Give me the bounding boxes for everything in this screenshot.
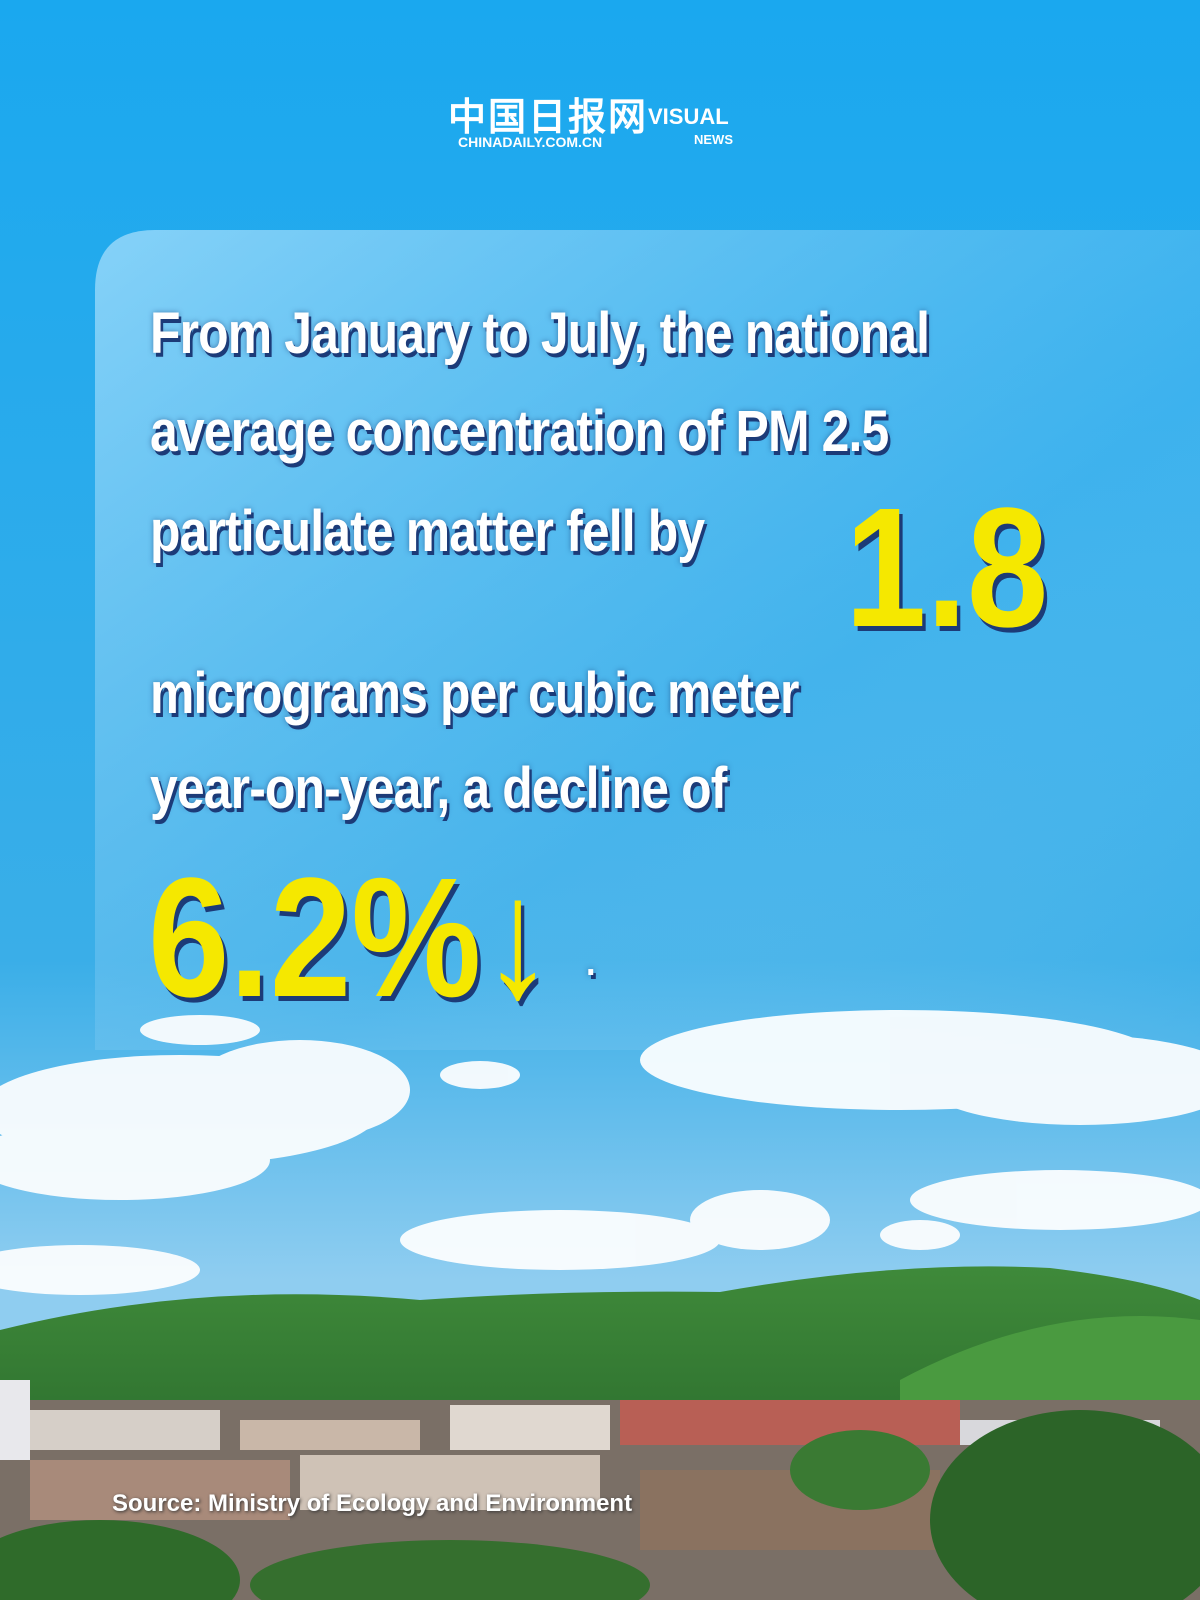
highlight: 6.2%↓ bbox=[148, 843, 555, 1033]
brand: VISUAL bbox=[648, 104, 729, 129]
clouds bbox=[0, 1010, 1200, 1295]
text-line: micrograms per cubic meter bbox=[150, 661, 799, 726]
logo-url: CHINADAILY.COM.CN bbox=[458, 134, 603, 150]
text-end: . bbox=[586, 940, 596, 984]
logo-cn: 中国日报网 bbox=[448, 97, 649, 139]
brand-sub: NEWS bbox=[694, 132, 733, 147]
text-line: year-on-year, a decline of bbox=[150, 756, 727, 821]
text-line: average concentration of PM 2.5 bbox=[150, 399, 889, 464]
source: Source: Ministry of Ecology and Environm… bbox=[112, 1490, 633, 1517]
text-line: From January to July, the national bbox=[150, 301, 930, 366]
text-line: particulate matter fell by bbox=[150, 499, 705, 564]
highlight: 1.8 bbox=[845, 473, 1049, 663]
town bbox=[0, 1380, 1200, 1600]
